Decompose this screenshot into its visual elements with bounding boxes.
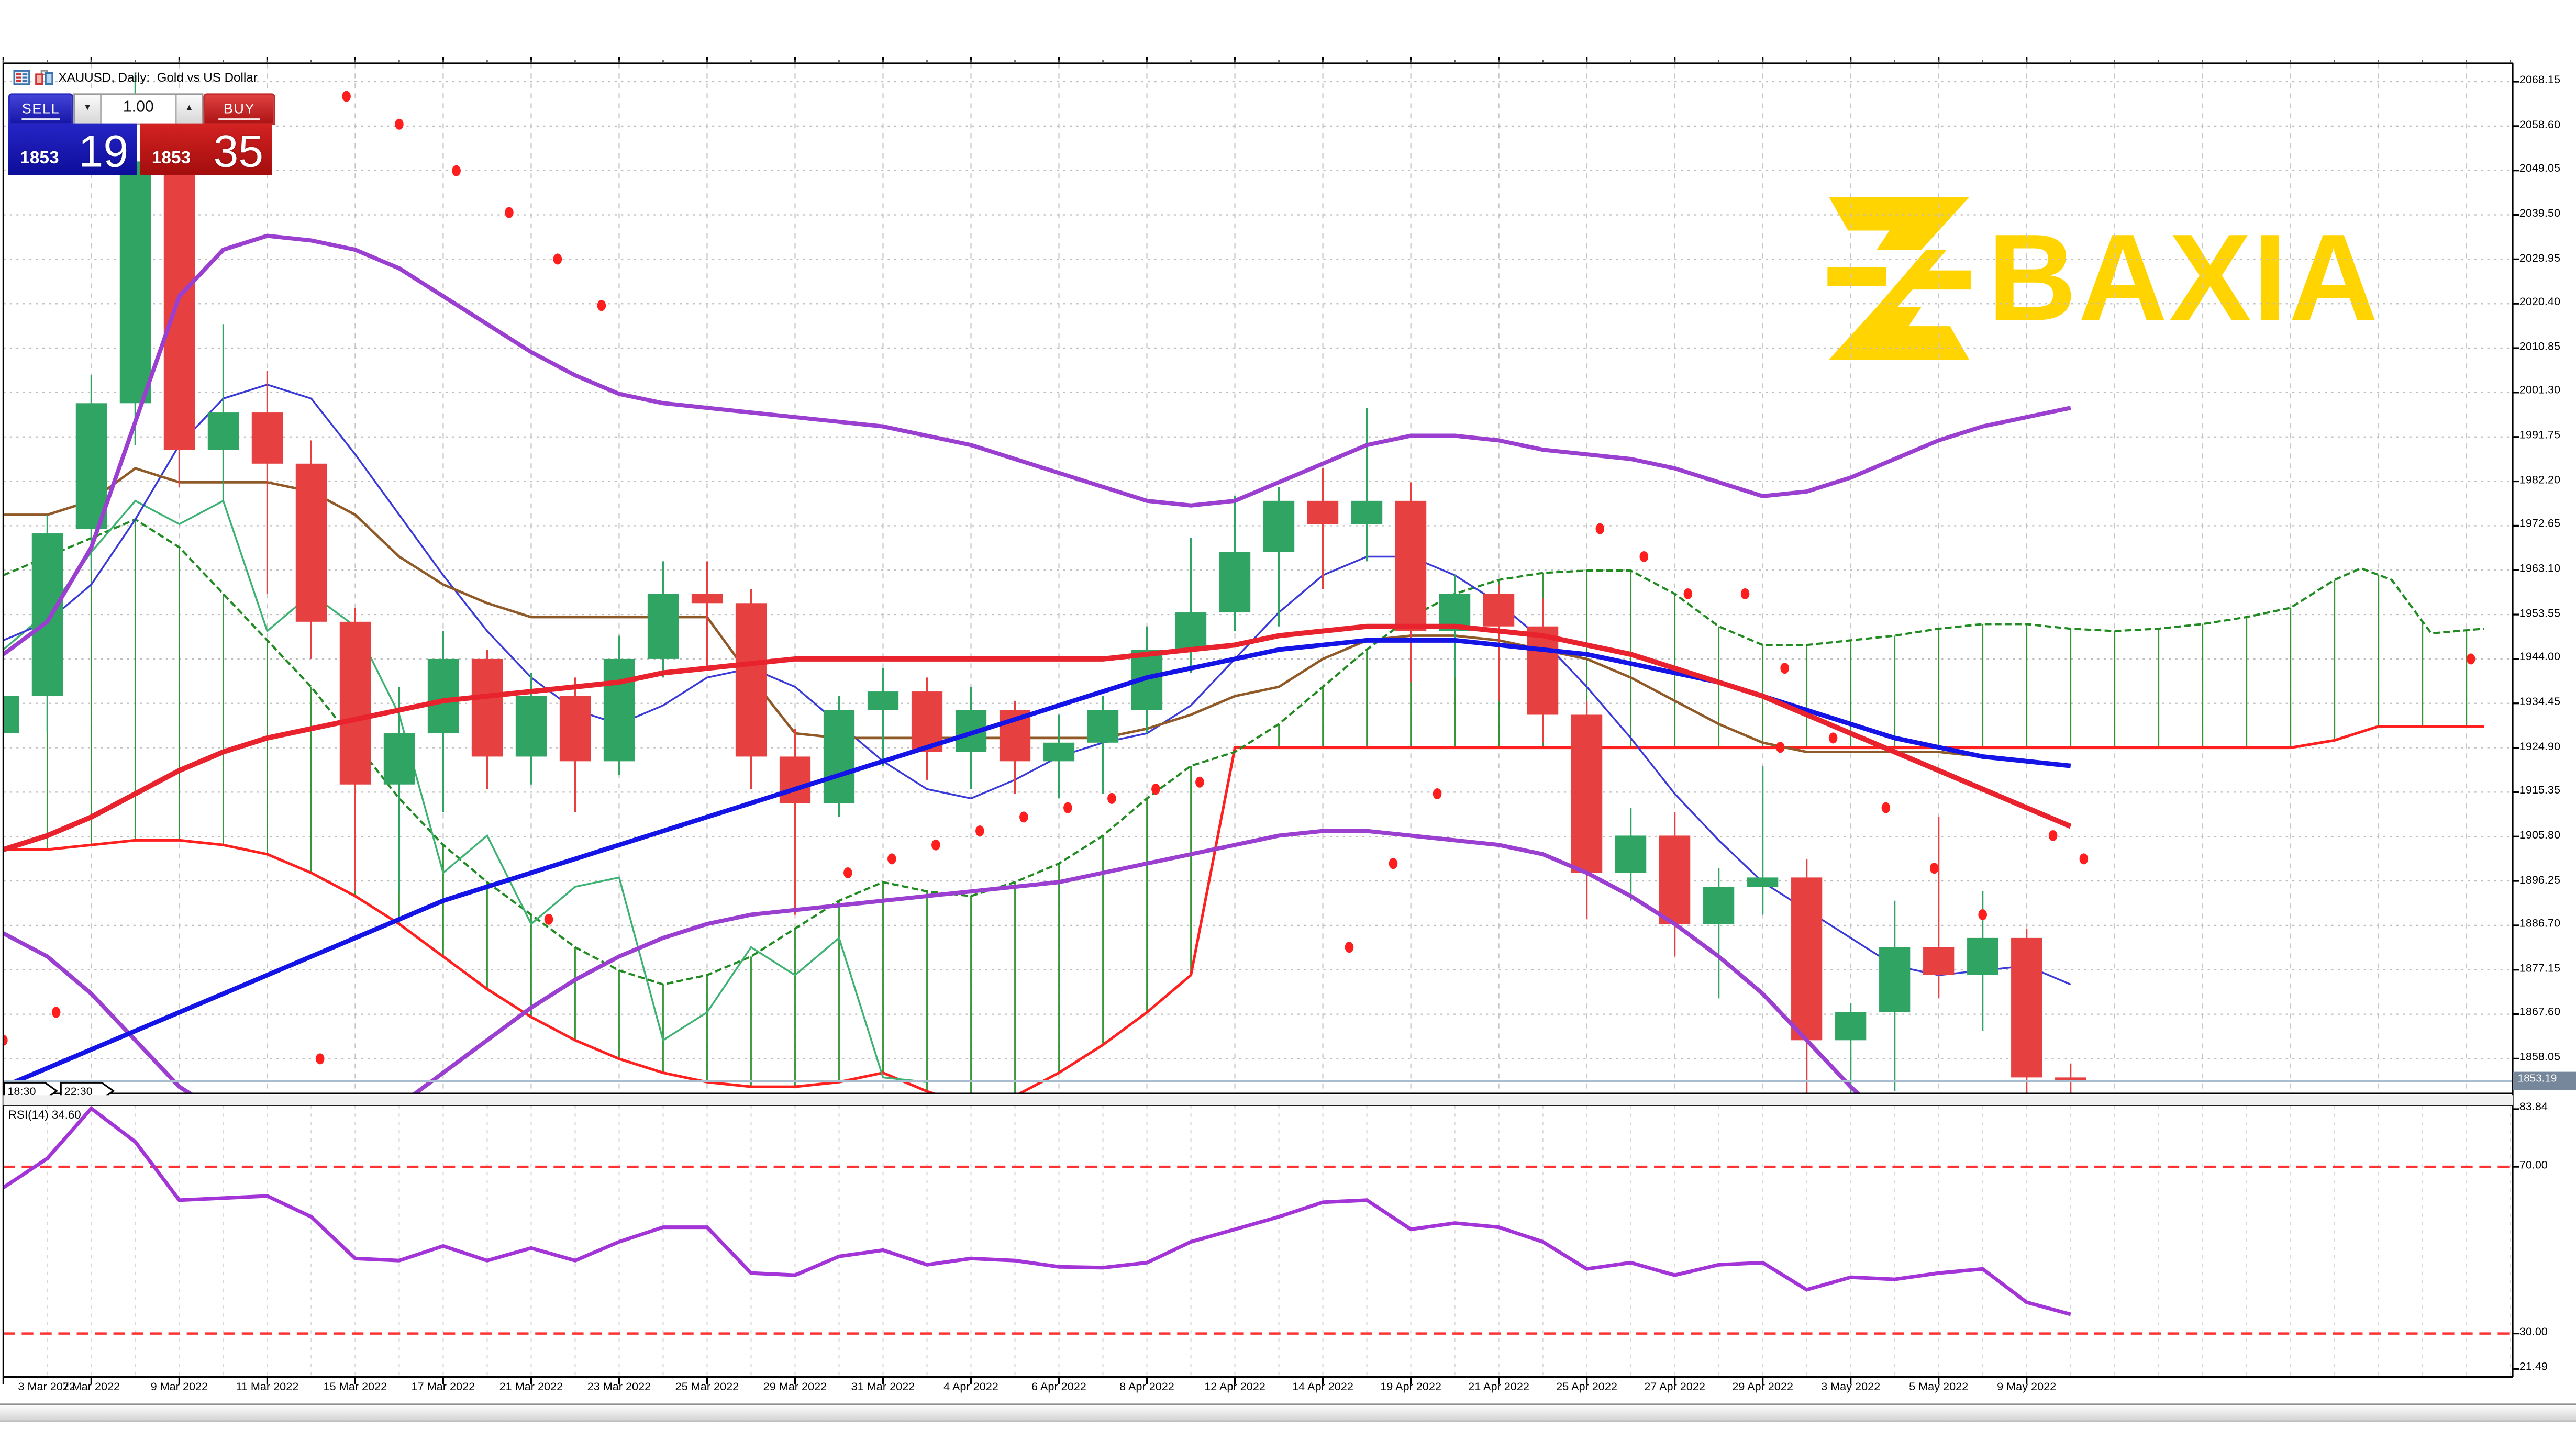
broker-watermark: BAXIA (1827, 197, 2380, 360)
price-axis-label: 1886.70 (2519, 919, 2561, 931)
sell-underline (22, 118, 60, 120)
volume-input[interactable]: 1.00 (123, 98, 154, 117)
time-axis-label: 23 Mar 2022 (587, 1381, 651, 1394)
rsi-axis-label: 70.00 (2519, 1160, 2548, 1172)
rsi-indicator-label: RSI(14) 34.60 (8, 1110, 81, 1122)
sell-button-label: SELL (21, 99, 60, 116)
time-axis-label: 7 Mar 2022 (62, 1381, 120, 1394)
one-click-trade-panel: SELL ▼ 1.00 ▲ BUY 1853 19 1853 35 (8, 92, 275, 176)
buy-quote-panel[interactable]: 1853 35 (140, 123, 272, 176)
price-axis-label: 2039.50 (2519, 208, 2561, 220)
baxia-logo-icon (1827, 197, 1971, 360)
svg-text:22:30: 22:30 (64, 1084, 93, 1097)
chart-window-icon[interactable] (35, 70, 53, 85)
time-axis-label: 29 Mar 2022 (763, 1381, 827, 1394)
rsi-axis-label: 30.00 (2519, 1326, 2548, 1339)
price-axis-label: 1982.20 (2519, 474, 2561, 487)
price-axis-label: 2049.05 (2519, 163, 2561, 176)
time-axis-label: 9 May 2022 (1997, 1381, 2057, 1394)
time-axis-label: 21 Apr 2022 (1468, 1381, 1529, 1394)
time-axis-label: 8 Apr 2022 (1119, 1381, 1174, 1394)
volume-decrease-button[interactable]: ▼ (75, 95, 102, 124)
price-axis-label: 2058.60 (2519, 119, 2561, 131)
time-axis-label: 3 May 2022 (1821, 1381, 1881, 1394)
time-axis-label: 3 Mar 2022 (18, 1381, 75, 1394)
time-axis-label: 4 Apr 2022 (943, 1381, 998, 1394)
buy-button-label: BUY (223, 99, 256, 116)
price-axis-label: 1877.15 (2519, 963, 2561, 975)
price-axis-label: 1858.05 (2519, 1052, 2561, 1064)
price-axis-label: 2029.95 (2519, 252, 2561, 264)
time-axis-label: 9 Mar 2022 (150, 1381, 208, 1394)
volume-increase-button[interactable]: ▲ (175, 95, 202, 124)
buy-button[interactable]: BUY (203, 93, 275, 125)
chart-title: XAUUSD, Daily: Gold vs US Dollar (58, 70, 258, 85)
price-axis-label: 1915.35 (2519, 785, 2561, 797)
price-axis-label: 1944.00 (2519, 652, 2561, 664)
time-axis-label: 25 Mar 2022 (675, 1381, 739, 1394)
sell-price-big: 19 (78, 126, 129, 176)
price-axis-label: 1953.55 (2519, 608, 2561, 620)
window-bottom-strip (0, 1403, 2576, 1422)
svg-text:18:30: 18:30 (7, 1084, 36, 1097)
time-axis-label: 25 Apr 2022 (1556, 1381, 1617, 1394)
price-axis-label: 1867.60 (2519, 1007, 2561, 1020)
time-axis-label: 12 Apr 2022 (1204, 1381, 1265, 1394)
chart-title-row: XAUUSD, Daily: Gold vs US Dollar (13, 70, 258, 85)
time-axis-label: 27 Apr 2022 (1644, 1381, 1705, 1394)
price-axis-label: 1963.10 (2519, 563, 2561, 575)
time-axis-label: 14 Apr 2022 (1292, 1381, 1353, 1394)
price-axis-label: 2010.85 (2519, 341, 2561, 353)
price-axis-label: 1934.45 (2519, 696, 2561, 709)
time-axis-label: 11 Mar 2022 (236, 1381, 299, 1394)
time-axis-label: 15 Mar 2022 (323, 1381, 387, 1394)
rsi-axis-label: 21.49 (2519, 1362, 2548, 1374)
rsi-axis-label: 83.84 (2519, 1102, 2548, 1114)
time-axis-label: 21 Mar 2022 (499, 1381, 563, 1394)
current-price-tag: 1853.19 (2513, 1072, 2576, 1090)
pane-splitter[interactable] (3, 1095, 2513, 1105)
time-axis-label: 29 Apr 2022 (1732, 1381, 1793, 1394)
price-axis-label: 1905.80 (2519, 830, 2561, 842)
price-axis-label: 2001.30 (2519, 386, 2561, 398)
price-axis-label: 1972.65 (2519, 519, 2561, 531)
market-watch-icon[interactable] (13, 70, 30, 85)
time-axis-label: 19 Apr 2022 (1380, 1381, 1441, 1394)
price-axis-label: 1924.90 (2519, 741, 2561, 753)
time-axis-label: 17 Mar 2022 (411, 1381, 475, 1394)
buy-price-small: 1853 (151, 148, 191, 169)
buy-underline (218, 118, 260, 120)
price-axis-label: 1896.25 (2519, 874, 2561, 886)
price-axis-label: 2068.15 (2519, 75, 2561, 87)
buy-price-big: 35 (213, 126, 264, 176)
time-axis-label: 6 Apr 2022 (1031, 1381, 1086, 1394)
sell-button[interactable]: SELL (8, 93, 74, 125)
price-axis-label: 1991.75 (2519, 430, 2561, 442)
sell-price-small: 1853 (20, 148, 59, 169)
price-axis-label: 2020.40 (2519, 297, 2561, 309)
time-axis-label: 31 Mar 2022 (851, 1381, 915, 1394)
baxia-logo-text: BAXIA (1987, 208, 2380, 347)
volume-box: ▼ 1.00 ▲ (73, 93, 204, 125)
sell-quote-panel[interactable]: 1853 19 (8, 123, 137, 176)
time-axis-label: 5 May 2022 (1909, 1381, 1969, 1394)
